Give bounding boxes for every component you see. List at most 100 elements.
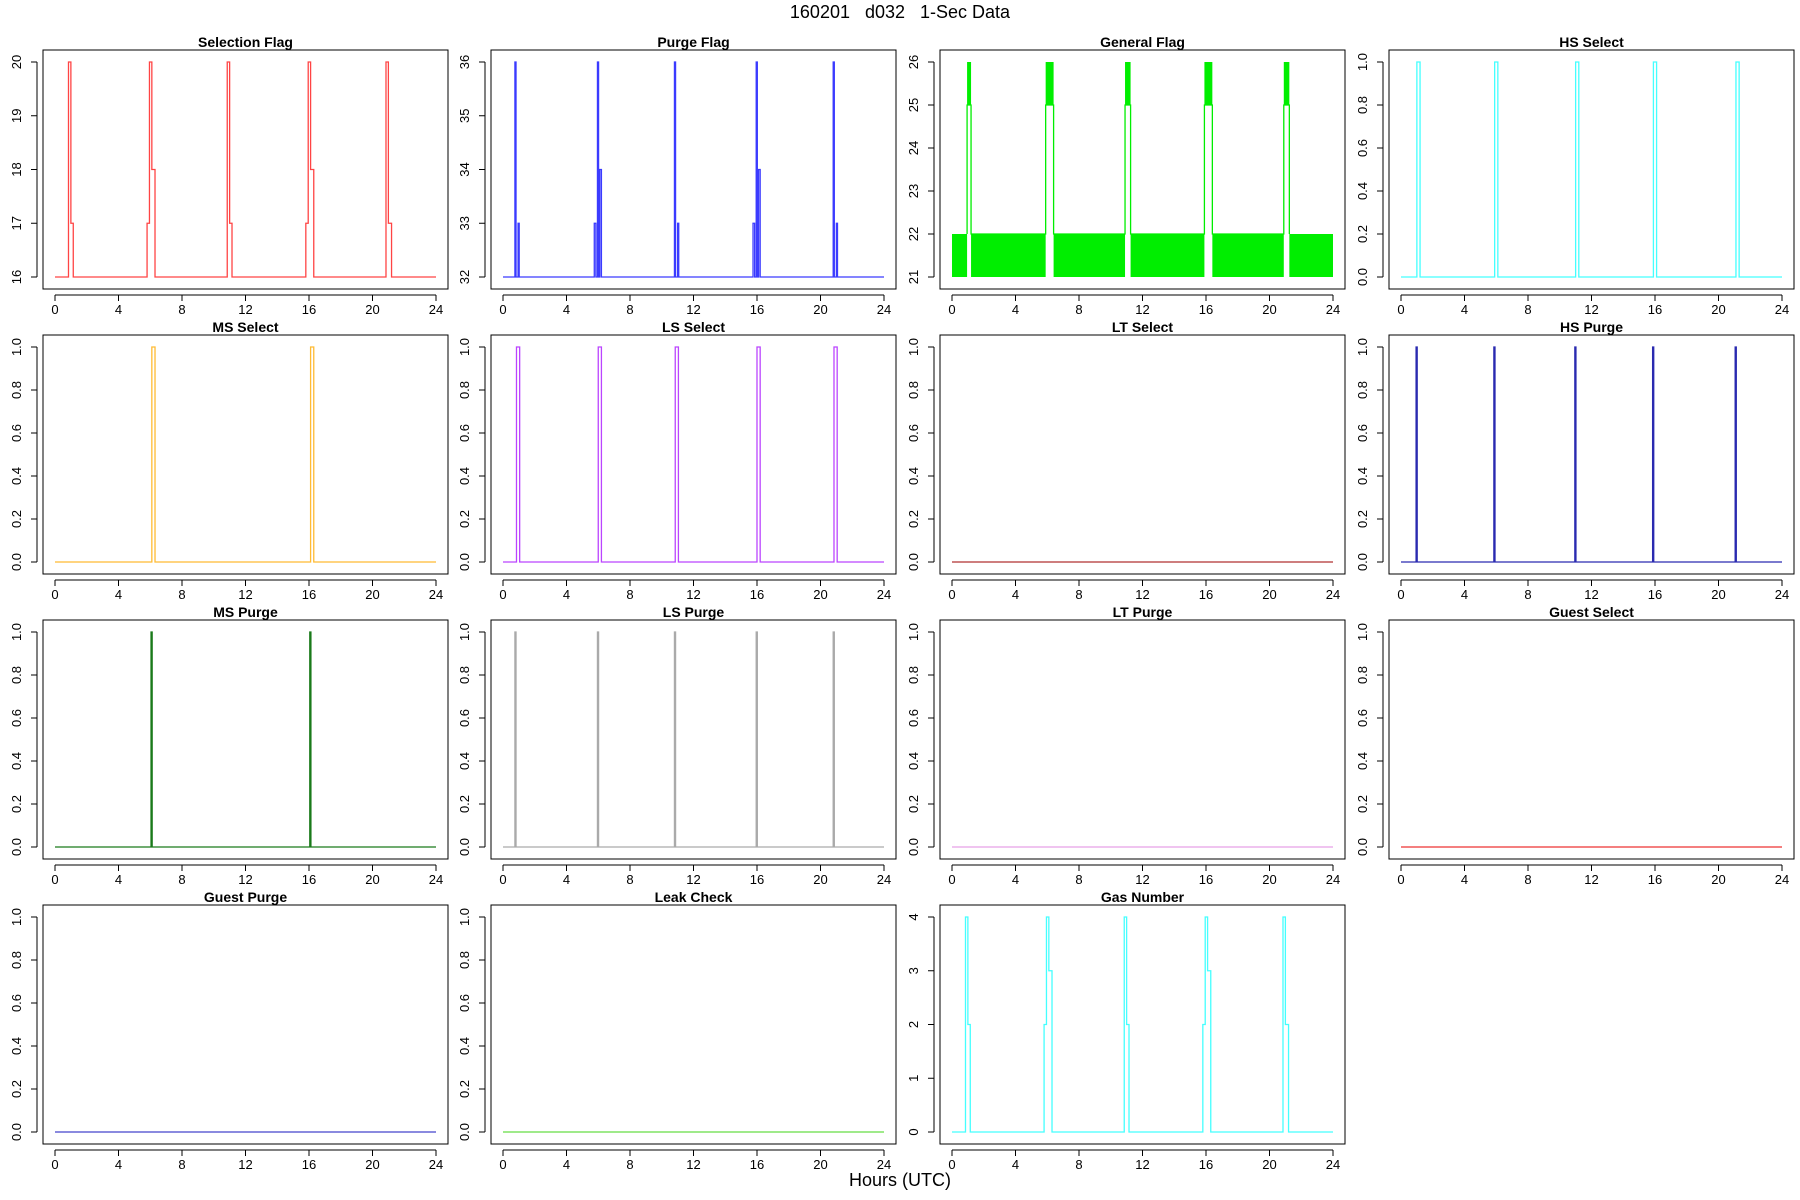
purge-flag-frame [490, 49, 897, 290]
hs-purge-y-tick-label: 1.0 [1355, 338, 1370, 356]
general-flag-band [1212, 234, 1284, 277]
selection-flag-x-tick-label: 16 [302, 302, 316, 317]
gas-number-x-tick-label: 12 [1135, 1157, 1149, 1172]
ls-select-y-tick-label: 0.0 [457, 553, 472, 571]
ms-purge-y-tick-label: 0.8 [9, 666, 24, 684]
hs-select-title: HS Select [1559, 34, 1624, 50]
hs-select-frame [1388, 49, 1795, 290]
lt-purge-x-tick-label: 0 [948, 872, 955, 887]
ms-purge-panel: MS Purge 0 4 8 12 16 20 24 0.0 0.2 0.4 0.6 0.8 1.0 [9, 604, 449, 887]
hs-purge-y-tick-label: 0.4 [1355, 467, 1370, 485]
guest-select-y-tick-label: 0.6 [1355, 709, 1370, 727]
lt-select-x-tick-label: 16 [1199, 587, 1213, 602]
leak-check-frame [490, 904, 897, 1145]
ls-select-x-tick-label: 12 [686, 587, 700, 602]
purge-flag-series-line [503, 61, 884, 278]
leak-check-x-tick-label: 16 [750, 1157, 764, 1172]
purge-flag-x-tick-label: 12 [686, 302, 700, 317]
ms-select-x-tick-label: 24 [429, 587, 443, 602]
ls-select-x-tick-label: 16 [750, 587, 764, 602]
ls-select-x-tick-label: 4 [563, 587, 570, 602]
lt-select-x-tick-label: 12 [1135, 587, 1149, 602]
hs-purge-x-tick-label: 8 [1524, 587, 1531, 602]
hs-purge-x-tick-label: 24 [1775, 587, 1789, 602]
lt-select-x-tick-label: 0 [948, 587, 955, 602]
ls-purge-y-tick-label: 0.6 [457, 709, 472, 727]
lt-select-x-tick-label: 24 [1326, 587, 1340, 602]
selection-flag-title: Selection Flag [198, 34, 293, 50]
guest-select-y-tick-label: 0.2 [1355, 795, 1370, 813]
guest-purge-y-tick-label: 0.2 [9, 1080, 24, 1098]
lt-purge-x-tick-label: 20 [1262, 872, 1276, 887]
guest-purge-frame [42, 904, 449, 1145]
leak-check-title: Leak Check [655, 889, 733, 905]
general-flag-x-tick-label: 24 [1326, 302, 1340, 317]
purge-flag-x-tick-label: 16 [750, 302, 764, 317]
ms-purge-x-tick-label: 20 [365, 872, 379, 887]
hs-select-y-tick-label: 0.6 [1355, 139, 1370, 157]
ls-purge-frame [490, 619, 897, 860]
gas-number-x-tick-label: 24 [1326, 1157, 1340, 1172]
general-flag-x-tick-label: 4 [1012, 302, 1019, 317]
purge-flag-panel: Purge Flag 0 4 8 12 16 20 24 32 33 34 35 36 [457, 34, 897, 317]
guest-select-frame [1388, 619, 1795, 860]
leak-check-y-tick-label: 1.0 [457, 908, 472, 926]
ls-purge-panel: LS Purge 0 4 8 12 16 20 24 0.0 0.2 0.4 0.6 0.8 1.0 [457, 604, 897, 887]
selection-flag-panel: Selection Flag 0 4 8 12 16 20 24 16 17 18 19 20 [9, 34, 449, 317]
hs-select-y-tick-label: 0.8 [1355, 96, 1370, 114]
ms-purge-y-tick-label: 1.0 [9, 623, 24, 641]
general-flag-title: General Flag [1100, 34, 1185, 50]
lt-purge-x-tick-label: 16 [1199, 872, 1213, 887]
ls-select-y-tick-label: 0.4 [457, 467, 472, 485]
ls-purge-x-tick-label: 20 [813, 872, 827, 887]
ls-select-title: LS Select [662, 319, 725, 335]
lt-select-y-tick-label: 0.2 [906, 510, 921, 528]
guest-purge-y-tick-label: 0.0 [9, 1123, 24, 1141]
hs-purge-panel: HS Purge 0 4 8 12 16 20 24 0.0 0.2 0.4 0.6 0.8 1.0 [1355, 319, 1795, 602]
leak-check-x-tick-label: 4 [563, 1157, 570, 1172]
ls-select-x-tick-label: 8 [626, 587, 633, 602]
leak-check-x-tick-label: 12 [686, 1157, 700, 1172]
ms-purge-y-tick-label: 0.0 [9, 838, 24, 856]
hs-purge-title: HS Purge [1560, 319, 1623, 335]
gas-number-y-tick-label: 2 [906, 1021, 921, 1028]
hs-select-y-tick-label: 0.0 [1355, 268, 1370, 286]
guest-select-y-tick-label: 0.8 [1355, 666, 1370, 684]
selection-flag-x-tick-label: 4 [115, 302, 122, 317]
gas-number-x-tick-label: 4 [1012, 1157, 1019, 1172]
ms-select-x-tick-label: 4 [115, 587, 122, 602]
selection-flag-frame [42, 49, 449, 290]
gas-number-x-tick-label: 20 [1262, 1157, 1276, 1172]
lt-select-frame [939, 334, 1346, 575]
purge-flag-y-tick-label: 33 [457, 216, 472, 230]
hs-purge-frame [1388, 334, 1795, 575]
general-flag-x-tick-label: 0 [948, 302, 955, 317]
selection-flag-series-line [55, 61, 436, 278]
x-axis-title: Hours (UTC) [849, 1170, 951, 1190]
ms-purge-y-tick-label: 0.4 [9, 752, 24, 770]
ls-select-frame [490, 334, 897, 575]
general-flag-x-tick-label: 12 [1135, 302, 1149, 317]
ls-purge-series-line [503, 631, 884, 848]
hs-purge-x-tick-label: 0 [1397, 587, 1404, 602]
ls-select-panel: LS Select 0 4 8 12 16 20 24 0.0 0.2 0.4 0.6 0.8 1.0 [457, 319, 897, 602]
gas-number-x-tick-label: 8 [1075, 1157, 1082, 1172]
ms-purge-x-tick-label: 4 [115, 872, 122, 887]
gas-number-y-tick-label: 0 [906, 1128, 921, 1135]
ls-select-x-tick-label: 20 [813, 587, 827, 602]
hs-select-panel: HS Select 0 4 8 12 16 20 24 0.0 0.2 0.4 0.6 0.8 1.0 [1355, 34, 1795, 317]
gas-number-frame [939, 904, 1346, 1145]
general-flag-panel: General Flag 0 4 8 12 16 20 24 21 22 23 24 25 26 [906, 34, 1346, 317]
hs-select-series-line [1401, 61, 1782, 278]
leak-check-x-tick-label: 20 [813, 1157, 827, 1172]
ms-purge-frame [42, 619, 449, 860]
leak-check-y-tick-label: 0.8 [457, 951, 472, 969]
guest-purge-x-tick-label: 16 [302, 1157, 316, 1172]
ms-purge-y-tick-label: 0.2 [9, 795, 24, 813]
ls-purge-y-tick-label: 0.8 [457, 666, 472, 684]
ls-purge-y-tick-label: 0.4 [457, 752, 472, 770]
selection-flag-x-tick-label: 12 [238, 302, 252, 317]
ms-purge-x-tick-label: 24 [429, 872, 443, 887]
lt-purge-y-tick-label: 0.2 [906, 795, 921, 813]
general-flag-x-tick-label: 20 [1262, 302, 1276, 317]
